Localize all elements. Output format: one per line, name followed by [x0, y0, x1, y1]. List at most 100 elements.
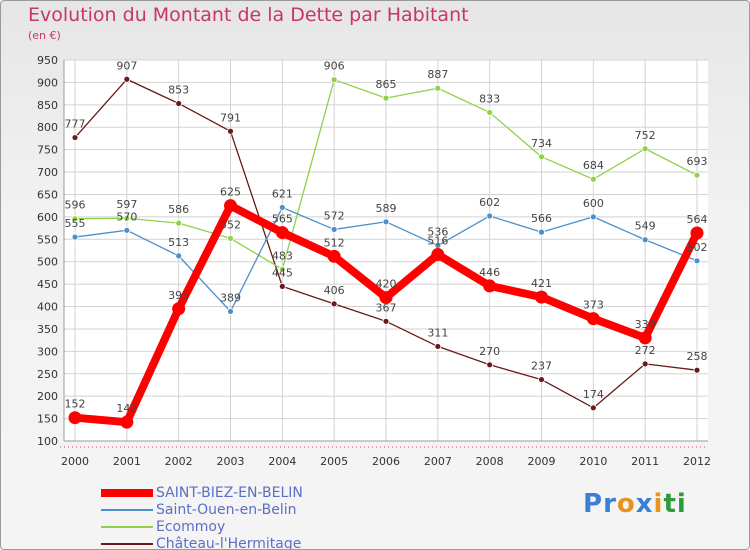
data-label: 373 [583, 299, 604, 312]
data-point [71, 134, 79, 141]
data-label: 555 [65, 217, 86, 230]
data-label: 502 [687, 241, 708, 254]
data-label: 237 [531, 360, 552, 373]
logo-letter: P [583, 489, 604, 519]
data-point [227, 127, 234, 135]
y-tick-label: 150 [37, 413, 58, 426]
data-point [641, 236, 649, 244]
data-point [172, 302, 186, 316]
data-label: 174 [583, 388, 604, 401]
x-tick-label: 2008 [476, 455, 504, 468]
x-tick-label: 2011 [631, 455, 659, 468]
data-label: 853 [168, 83, 189, 96]
data-point [330, 76, 338, 84]
data-label: 777 [65, 118, 86, 131]
data-point [278, 265, 286, 273]
y-tick-label: 800 [37, 121, 58, 134]
data-label: 516 [427, 235, 448, 248]
data-point [278, 282, 286, 290]
data-labels: 777 907 853 791 445 406 367 311 270 237 174 272 258 5… [65, 59, 708, 415]
data-label: 570 [116, 210, 137, 223]
data-point [175, 100, 183, 107]
data-point [330, 300, 338, 308]
x-tick-label: 2009 [528, 455, 556, 468]
data-label: 600 [583, 197, 604, 210]
y-tick-label: 100 [37, 435, 58, 448]
data-label: 625 [220, 186, 241, 199]
data-label: 565 [272, 213, 293, 226]
data-label: 906 [324, 60, 345, 73]
data-point [227, 308, 234, 315]
data-point [641, 145, 649, 153]
logo-letter: o [616, 489, 636, 519]
data-point [693, 171, 701, 179]
data-point [379, 291, 393, 305]
data-label: 602 [479, 196, 500, 209]
data-point [641, 360, 649, 368]
y-tick-label: 550 [37, 233, 58, 246]
x-tick-label: 2002 [165, 455, 193, 468]
y-tick-label: 650 [37, 188, 58, 201]
data-point [71, 233, 79, 241]
data-label: 270 [479, 345, 500, 358]
data-point [431, 248, 445, 262]
data-point [538, 228, 545, 236]
legend-swatch [101, 509, 153, 511]
data-point [382, 94, 390, 102]
data-point [175, 219, 183, 227]
data-point [224, 199, 237, 213]
y-tick-label: 250 [37, 368, 58, 381]
y-tick-label: 350 [37, 323, 58, 336]
legend-swatch [101, 543, 153, 545]
data-point [175, 252, 183, 260]
data-label: 833 [479, 92, 500, 105]
data-label: 258 [687, 350, 708, 363]
proxiti-logo[interactable]: Proxiti [583, 489, 687, 519]
y-tick-label: 600 [37, 211, 58, 224]
legend-label: Château-l'Hermitage [156, 536, 302, 550]
data-label: 395 [168, 289, 189, 302]
data-point [434, 343, 442, 350]
legend-label: SAINT-BIEZ-EN-BELIN [156, 485, 303, 501]
data-label: 421 [531, 277, 552, 290]
data-point [690, 226, 704, 240]
logo-letter: x [635, 489, 654, 519]
data-label: 311 [427, 326, 448, 339]
data-label: 887 [427, 68, 448, 81]
data-point [120, 415, 134, 429]
data-label: 406 [324, 284, 345, 297]
y-tick-label: 750 [37, 144, 58, 157]
data-point [330, 226, 338, 233]
data-label: 549 [635, 220, 656, 233]
data-label: 693 [687, 155, 708, 168]
x-tick-label: 2001 [113, 455, 141, 468]
data-label: 512 [324, 236, 345, 249]
data-label: 142 [116, 402, 137, 415]
data-label: 589 [376, 202, 397, 215]
data-point [123, 226, 131, 234]
data-label: 330 [635, 318, 656, 331]
legend-label: Saint-Ouen-en-Belin [156, 502, 297, 518]
data-point [586, 312, 600, 326]
logo-letter: i [676, 489, 687, 519]
x-tick-label: 2012 [683, 455, 711, 468]
y-tick-label: 950 [37, 54, 58, 67]
x-tick-label: 2006 [372, 455, 400, 468]
y-tick-label: 300 [37, 345, 58, 358]
data-point [71, 215, 79, 223]
legend-label: Ecommoy [156, 519, 226, 535]
data-point [278, 204, 286, 211]
data-point [589, 175, 597, 183]
legend-swatch [101, 489, 153, 497]
data-label: 445 [272, 266, 293, 279]
logo-letter: t [663, 489, 677, 519]
x-tick-label: 2010 [579, 455, 607, 468]
data-point [483, 279, 497, 293]
data-label: 367 [376, 301, 397, 314]
data-label: 536 [427, 226, 448, 239]
x-tick-label: 2007 [424, 455, 452, 468]
x-tick-label: 2005 [320, 455, 348, 468]
data-label: 389 [220, 291, 241, 304]
